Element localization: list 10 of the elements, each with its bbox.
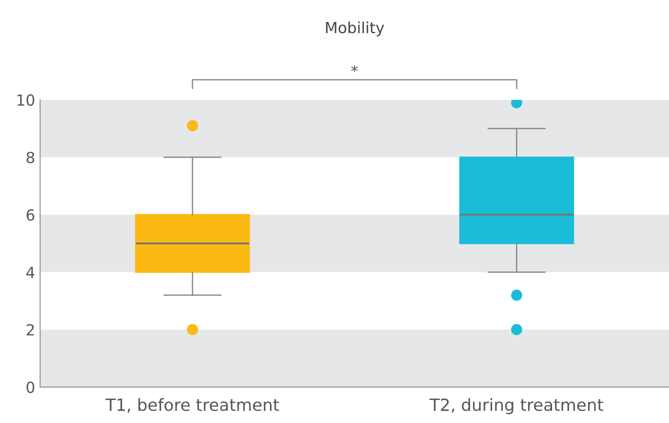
x-tick-label: T2, during treatment — [430, 398, 604, 414]
y-tick-label: 2 — [26, 324, 34, 336]
y-tick-label: 10 — [18, 94, 34, 106]
y-tick-label: 0 — [26, 382, 34, 394]
y-tick-label: 8 — [26, 152, 34, 164]
chart-title: Mobility — [326, 22, 384, 36]
x-tick-label: T1, before treatment — [105, 398, 280, 413]
y-tick-label: 6 — [26, 209, 34, 221]
text: * — [351, 65, 358, 72]
y-tick-label: 4 — [26, 266, 34, 278]
